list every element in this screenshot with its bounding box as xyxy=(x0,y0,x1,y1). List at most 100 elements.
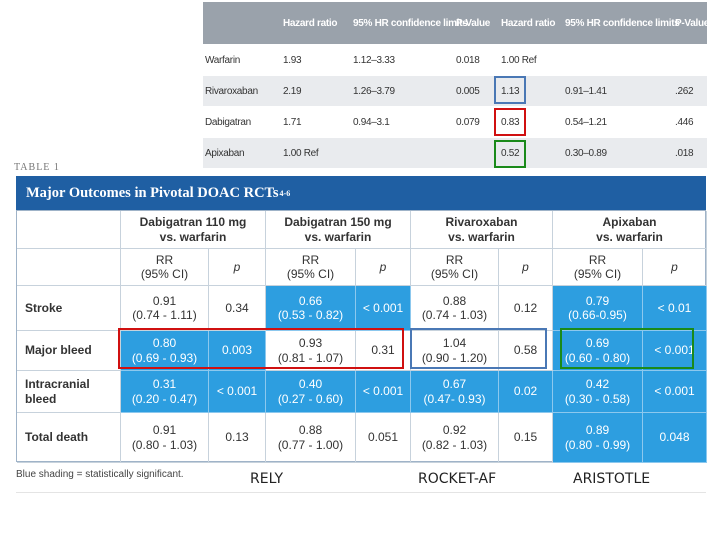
p-cell: 0.58 xyxy=(499,331,553,371)
ci-value: (0.81 - 1.07) xyxy=(277,350,344,365)
hr-value: 1.26–3.79 xyxy=(353,85,395,97)
rr-cell: 0.67 (0.47- 0.93) xyxy=(411,371,499,413)
hr-value: 1.00 Ref xyxy=(283,147,319,159)
row-label-line: Total death xyxy=(25,430,89,445)
hr-table-row: Dabigatran 1.71 0.94–3.1 0.079 0.83 0.54–1.21… xyxy=(203,107,707,137)
hr-value: 0.94–3.1 xyxy=(353,116,390,128)
column-header: Rivaroxaban vs. warfarin xyxy=(411,211,553,249)
subheader-rr: RR (95% CI) xyxy=(553,249,643,286)
p-value: 0.02 xyxy=(513,384,538,399)
p-value: 0.12 xyxy=(513,300,538,315)
rr-value: 0.89 xyxy=(585,423,610,438)
ci-value: (0.74 - 1.03) xyxy=(421,308,488,322)
rr-value: 0.40 xyxy=(298,377,323,392)
p-value: 0.34 xyxy=(225,300,249,315)
table-corner xyxy=(17,211,121,249)
hr-value: 0.018 xyxy=(456,54,480,66)
column-header: Dabigatran 150 mg vs. warfarin xyxy=(266,211,411,249)
hr-header-cell: 95% HR confidence limits xyxy=(353,17,468,29)
hr-value: 0.91–1.41 xyxy=(565,85,607,97)
hr-value: 1.71 xyxy=(283,116,302,128)
trial-label-rely: RELY xyxy=(250,471,284,487)
subheader-line: RR xyxy=(445,252,464,267)
table-title-text: Major Outcomes in Pivotal DOAC RCTs xyxy=(26,184,279,201)
subheader-line: p xyxy=(522,259,529,274)
p-value: 0.31 xyxy=(371,343,395,358)
p-value: 0.051 xyxy=(367,430,399,445)
highlight-box-blue-hr xyxy=(494,76,526,104)
trial-label-rocket-af: ROCKET-AF xyxy=(418,471,497,487)
rr-cell: 0.88 (0.77 - 1.00) xyxy=(266,413,356,463)
rr-cell: 0.93 (0.81 - 1.07) xyxy=(266,331,356,371)
hr-table-row: Rivaroxaban 2.19 1.26–3.79 0.005 1.13 0.91–1.… xyxy=(203,76,707,106)
rr-cell: 0.89 (0.80 - 0.99) xyxy=(553,413,643,463)
ci-value: (0.20 - 0.47) xyxy=(131,391,198,406)
rr-cell: 0.91 (0.80 - 1.03) xyxy=(121,413,209,463)
rr-value: 0.88 xyxy=(442,293,467,308)
ci-value: (0.47- 0.93) xyxy=(423,391,486,406)
ci-value: (0.77 - 1.00) xyxy=(277,437,344,452)
table-corner xyxy=(17,249,121,286)
table-title: Major Outcomes in Pivotal DOAC RCTs 4-6 xyxy=(16,176,706,210)
subheader-line: RR xyxy=(155,252,174,267)
hr-value: 1.13 xyxy=(501,85,520,97)
rr-value: 0.88 xyxy=(298,423,323,438)
ci-value: (0.60 - 0.80) xyxy=(564,350,631,365)
row-label: Stroke xyxy=(17,286,121,331)
rr-value: 0.79 xyxy=(585,293,610,308)
subheader-line: RR xyxy=(588,252,607,267)
rr-cell: 0.92 (0.82 - 1.03) xyxy=(411,413,499,463)
subheader-p: p xyxy=(356,249,411,286)
column-header-line: Rivaroxaban xyxy=(445,215,518,230)
p-cell: < 0.001 xyxy=(209,371,266,413)
highlight-box-green-hr xyxy=(494,140,526,168)
p-cell: < 0.001 xyxy=(356,371,411,413)
column-header-line: vs. warfarin xyxy=(159,229,227,244)
column-header-line: Dabigatran 110 mg xyxy=(139,215,247,230)
rr-value: 0.31 xyxy=(152,377,177,392)
outcomes-table: Dabigatran 110 mg vs. warfarin RR (95% CI) p… xyxy=(16,210,707,463)
p-cell: 0.051 xyxy=(356,413,411,463)
hr-table-row: Apixaban 1.00 Ref 0.52 0.30–0.89 .018 xyxy=(203,138,707,168)
hr-value: 1.00 Ref xyxy=(501,54,537,66)
p-value: 0.15 xyxy=(513,430,538,445)
p-cell: < 0.001 xyxy=(356,286,411,331)
hr-drug-name: Dabigatran xyxy=(205,116,251,128)
p-cell: 0.12 xyxy=(499,286,553,331)
footnote: Blue shading = statistically significant… xyxy=(16,469,184,480)
column-header-line: vs. warfarin xyxy=(448,229,515,244)
p-value: < 0.001 xyxy=(654,384,695,399)
rr-cell: 0.66 (0.53 - 0.82) xyxy=(266,286,356,331)
subheader-p: p xyxy=(499,249,553,286)
p-cell: 0.003 xyxy=(209,331,266,371)
ci-value: (0.82 - 1.03) xyxy=(421,437,488,452)
hr-header-cell: 95% HR confidence limits xyxy=(565,17,680,29)
p-value: 0.58 xyxy=(513,343,538,358)
p-value: < 0.001 xyxy=(362,384,404,399)
rr-value: 0.66 xyxy=(298,293,323,308)
hr-value: 0.30–0.89 xyxy=(565,147,607,159)
table-title-superscript: 4-6 xyxy=(279,188,291,198)
subheader-line: p xyxy=(379,259,387,274)
rr-value: 0.92 xyxy=(442,423,467,438)
highlight-box-red-main xyxy=(118,328,404,369)
p-cell: 0.15 xyxy=(499,413,553,463)
subheader-p: p xyxy=(209,249,266,286)
hr-value: 2.19 xyxy=(283,85,302,97)
p-value: 0.048 xyxy=(659,430,690,445)
row-label-line: Intracranial xyxy=(25,377,90,392)
hr-header-cell: Hazard ratio xyxy=(501,17,556,29)
subheader-line: (95% CI) xyxy=(430,267,479,281)
hr-value: .262 xyxy=(675,85,694,97)
subheader-line: p xyxy=(671,259,678,274)
column-header-line: vs. warfarin xyxy=(596,229,663,244)
p-value: < 0.001 xyxy=(216,384,258,399)
column-header-line: Apixaban xyxy=(602,215,657,230)
rr-cell: 0.31 (0.20 - 0.47) xyxy=(121,371,209,413)
p-value: < 0.01 xyxy=(657,300,692,315)
row-label: Total death xyxy=(17,413,121,463)
rr-cell: 0.42 (0.30 - 0.58) xyxy=(553,371,643,413)
p-cell: < 0.001 xyxy=(643,371,707,413)
hr-value: 1.93 xyxy=(283,54,302,66)
p-value: < 0.001 xyxy=(362,300,404,315)
